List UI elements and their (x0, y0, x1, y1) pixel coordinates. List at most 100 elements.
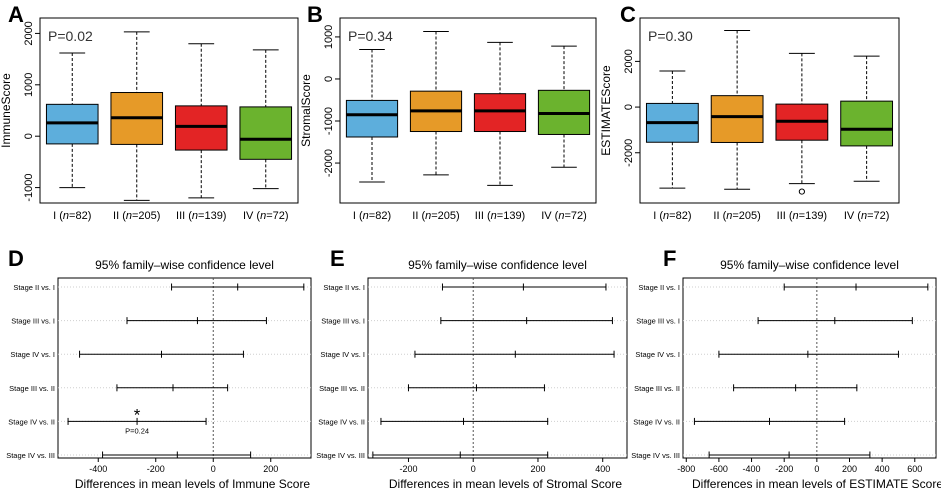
ci-title: 95% family–wise confidence level (408, 258, 587, 272)
comparison-label: Stage III vs. II (319, 384, 365, 393)
comparison-label: Stage IV vs. II (8, 417, 55, 426)
comparison-label: Stage IV vs. III (316, 451, 365, 460)
x-tick-label: -200 (399, 464, 417, 474)
x-category-label: IV (n=72) (541, 210, 587, 222)
box-III (775, 52, 829, 195)
comparison-label: Stage II vs. I (13, 283, 55, 292)
y-tick-label: -2000 (323, 149, 335, 177)
p-value-label: P=0.34 (348, 28, 393, 44)
x-category-label: IV (n=72) (243, 210, 289, 222)
x-tick-label: -200 (775, 464, 793, 474)
comparison-label: Stage IV vs. II (318, 417, 365, 426)
ci-row (171, 283, 305, 291)
ci-title: 95% family–wise confidence level (95, 258, 274, 272)
ci-row (116, 384, 229, 392)
category-n-symbol: n (192, 210, 198, 222)
ci-row (102, 451, 252, 459)
ci-row (757, 317, 913, 325)
x-tick-label: -800 (677, 464, 695, 474)
category-suffix: =82) (69, 210, 91, 222)
outlier-point (798, 188, 805, 195)
y-tick-label: -2000 (623, 139, 635, 167)
x-tick-label: 0 (814, 464, 819, 474)
comparison-label: Stage II vs. I (323, 283, 365, 292)
comparison-label: Stage IV vs. III (631, 451, 680, 460)
p-value-label: P=0.30 (648, 28, 693, 44)
x-tick-label: -200 (147, 464, 165, 474)
category-n-symbol: n (260, 210, 266, 222)
panel-label: E (330, 246, 345, 271)
y-axis-label: ImmuneScore (0, 73, 13, 148)
category-prefix: III ( (777, 210, 793, 222)
ci-row (718, 350, 899, 358)
plot-frame (639, 17, 900, 204)
box-IV (840, 55, 894, 182)
category-suffix: =72) (266, 210, 288, 222)
category-n-symbol: n (793, 210, 799, 222)
box-body (345, 99, 399, 138)
category-suffix: =205) (431, 210, 459, 222)
comparison-label: Stage III vs. II (9, 384, 55, 393)
x-tick-label: -400 (89, 464, 107, 474)
box-I (345, 49, 399, 183)
category-prefix: IV ( (844, 210, 861, 222)
y-tick-label: 1000 (323, 25, 335, 49)
box-II (409, 30, 463, 176)
significance-marker: * (134, 405, 141, 424)
x-category-label: I (n=82) (653, 210, 691, 222)
category-n-symbol: n (558, 210, 564, 222)
ci-row (693, 417, 846, 425)
x-tick-label: 400 (595, 464, 610, 474)
category-n-symbol: n (861, 210, 867, 222)
category-prefix: I ( (53, 210, 63, 222)
category-n-symbol: n (63, 210, 69, 222)
comparison-label: Stage III vs. II (634, 384, 680, 393)
category-suffix: =72) (564, 210, 586, 222)
x-tick-label: 0 (471, 464, 476, 474)
category-n-symbol: n (363, 210, 369, 222)
panel-label: F (663, 246, 676, 271)
x-tick-label: -400 (743, 464, 761, 474)
category-prefix: IV ( (541, 210, 558, 222)
ci-row (79, 350, 244, 358)
plot-frame (339, 17, 597, 204)
box-II (110, 31, 164, 201)
plot-frame (39, 17, 299, 204)
x-tick-label: 0 (211, 464, 216, 474)
ci-title: 95% family–wise confidence level (720, 258, 899, 272)
category-prefix: I ( (653, 210, 663, 222)
panel-label: B (307, 2, 323, 27)
ci-row (440, 317, 613, 325)
y-tick-label: 0 (323, 76, 335, 82)
panel-E: E 95% family–wise confidence level Stage I… (316, 246, 628, 491)
comparison-label: Stage IV vs. I (320, 350, 365, 359)
x-axis-label: Differences in mean levels of Stromal Sc… (389, 477, 623, 491)
category-suffix: =82) (669, 210, 691, 222)
y-tick-label: -1000 (323, 107, 335, 135)
y-axis-label: ESTIMATEScore (599, 65, 613, 156)
ci-row (441, 283, 607, 291)
x-category-label: IV (n=72) (844, 210, 890, 222)
category-n-symbol: n (425, 210, 431, 222)
x-category-label: II (n=205) (113, 210, 160, 222)
ci-row (407, 384, 545, 392)
ci-row (372, 451, 549, 459)
category-prefix: II ( (113, 210, 126, 222)
category-prefix: IV ( (243, 210, 260, 222)
category-n-symbol: n (126, 210, 132, 222)
category-n-symbol: n (663, 210, 669, 222)
x-category-label: I (n=82) (353, 210, 391, 222)
box-I (645, 70, 699, 189)
x-tick-label: 200 (263, 464, 278, 474)
panel-D: D 95% family–wise confidence level Stage I… (6, 246, 312, 491)
box-body (473, 93, 527, 133)
ci-row (380, 417, 549, 425)
panel-label: C (620, 2, 636, 27)
y-tick-label: 1000 (23, 73, 35, 97)
y-tick-label: 0 (23, 133, 35, 139)
box-body (174, 105, 228, 151)
box-body (710, 95, 764, 143)
category-prefix: I ( (353, 210, 363, 222)
